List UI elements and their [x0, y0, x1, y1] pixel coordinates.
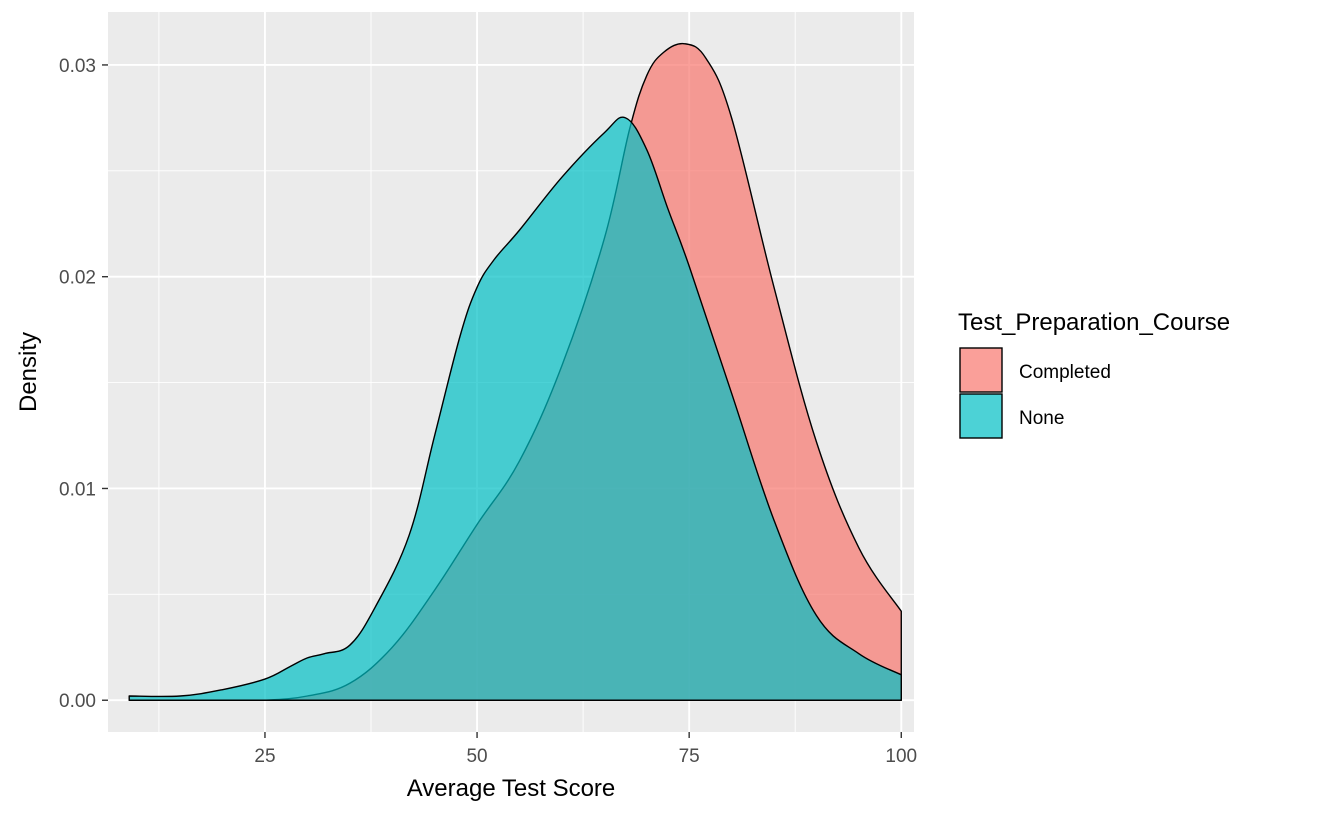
- y-axis-title: Density: [15, 332, 42, 412]
- legend-key-completed: [959, 347, 1003, 393]
- density-area-none: [128, 116, 902, 701]
- y-tick-label: 0.02: [59, 268, 96, 289]
- x-tick-label: 50: [466, 746, 487, 767]
- legend-label-completed: Completed: [1019, 362, 1111, 383]
- x-axis-title: Average Test Score: [407, 775, 616, 802]
- y-axis-ticks: 0.00 0.01 0.02 0.03: [59, 56, 108, 712]
- y-tick-label: 0.03: [59, 56, 96, 77]
- legend-title: Test_Preparation_Course: [958, 309, 1230, 336]
- density-areas: [128, 42, 902, 701]
- x-tick-label: 100: [885, 746, 917, 767]
- legend: Test_Preparation_Course Completed None: [958, 309, 1230, 439]
- x-axis-ticks: 25 50 75 100: [254, 732, 917, 767]
- x-tick-label: 75: [679, 746, 700, 767]
- y-tick-label: 0.01: [59, 479, 96, 500]
- legend-key-none: [959, 393, 1003, 439]
- legend-items: Completed None: [959, 347, 1111, 439]
- x-tick-label: 25: [254, 746, 275, 767]
- y-tick-label: 0.00: [59, 691, 96, 712]
- legend-label-none: None: [1019, 408, 1064, 429]
